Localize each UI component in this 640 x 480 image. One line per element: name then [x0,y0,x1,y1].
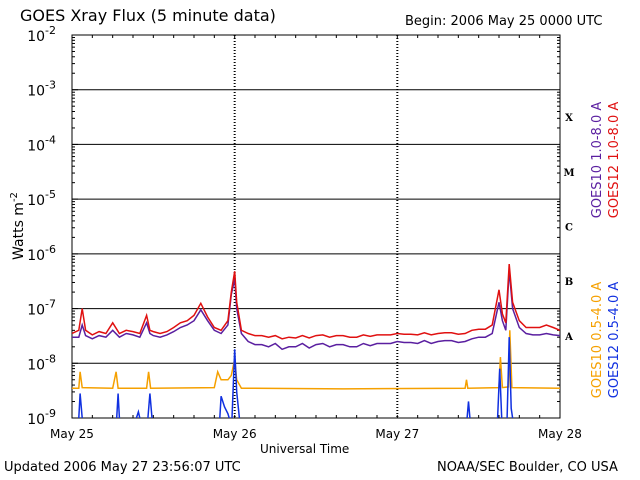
begin-time: Begin: 2006 May 25 0000 UTC [405,14,603,29]
series-line [466,401,471,418]
flare-class-label: A [564,332,573,343]
legend-entry: GOES12 0.5-4.0 A [607,282,622,399]
y-tick-label: 10-6 [27,243,56,264]
flare-class-label: C [565,223,573,234]
series-line [506,337,514,418]
x-tick-label: May 25 [50,427,94,441]
series-line [78,393,83,418]
y-tick-label: 10-4 [27,133,56,154]
updated-timestamp: Updated 2006 May 27 23:56:07 UTC [4,460,241,475]
plot-frame [71,34,561,419]
y-axis-title: Watts m-2 [9,192,27,260]
series-line [72,330,560,390]
x-tick-label: May 27 [375,427,419,441]
legend-entry: GOES12 1.0-8.0 A [607,102,622,219]
legend-entry: GOES10 0.5-4.0 A [590,282,605,399]
x-axis-title: Universal Time [260,442,350,456]
series-line [72,264,560,340]
x-tick-label: May 28 [538,427,582,441]
series-line [135,408,141,418]
legend-entry: GOES10 1.0-8.0 A [590,102,605,219]
series-line [147,393,153,418]
y-tick-label: 10-3 [27,79,56,100]
series-line [496,368,503,418]
flare-class-label: M [563,168,574,179]
source-credit: NOAA/SEC Boulder, CO USA [437,460,618,475]
series-line [231,349,241,418]
x-tick-label: May 26 [213,427,257,441]
series-line [115,393,121,418]
series-line [72,270,560,351]
y-tick-label: 10-5 [27,188,56,209]
y-tick-label: 10-2 [27,24,56,45]
y-tick-label: 10-9 [27,407,56,428]
y-tick-label: 10-8 [27,352,56,373]
series-line [219,395,230,418]
chart-title: GOES Xray Flux (5 minute data) [20,6,276,25]
flare-class-label: X [565,113,573,124]
y-tick-label: 10-7 [27,298,56,319]
flare-class-label: B [565,277,573,288]
